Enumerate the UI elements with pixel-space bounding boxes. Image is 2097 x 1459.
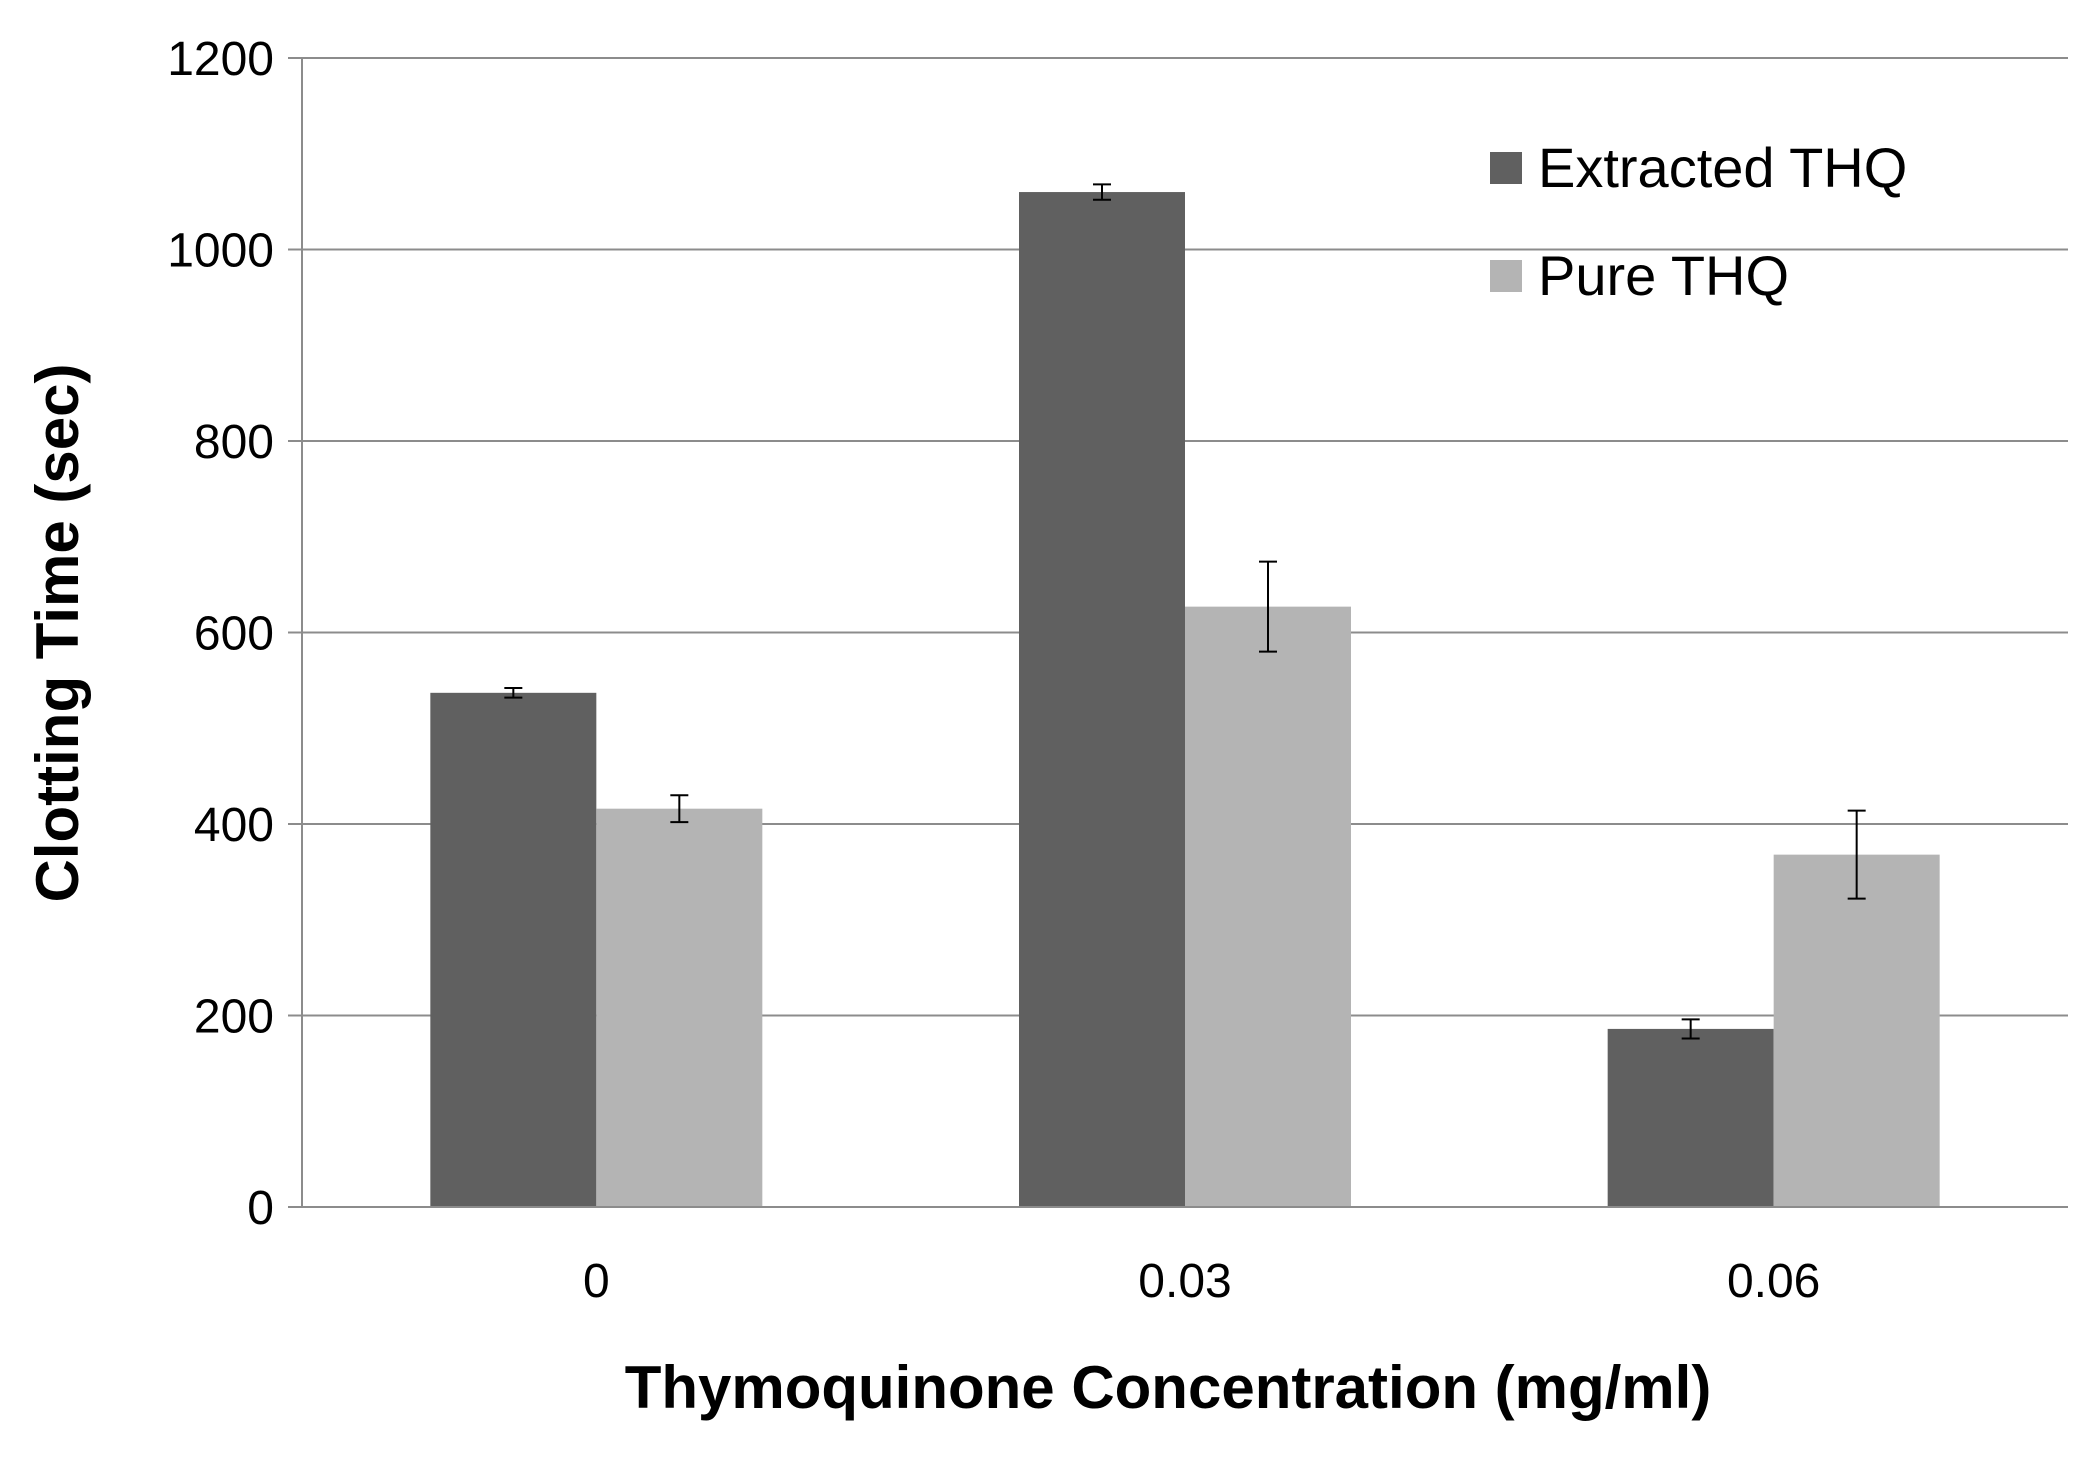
error-bar <box>504 687 523 699</box>
error-bar <box>1847 809 1866 900</box>
y-axis-title: Clotting Time (sec) <box>24 364 91 903</box>
y-tick-label: 600 <box>194 608 274 661</box>
legend-swatch <box>1490 260 1522 292</box>
bar-extracted-thq-1 <box>1019 192 1185 1208</box>
bar-extracted-thq-0 <box>430 692 597 1207</box>
x-tick-label: 0.06 <box>1727 1255 1820 1308</box>
x-tick-label: 0 <box>583 1255 610 1308</box>
error-bar <box>670 794 689 824</box>
y-tick-labels: 0 200 400 600 800 1000 1200 <box>167 33 274 1235</box>
legend-label: Extracted THQ <box>1538 136 1907 199</box>
x-axis-title: Thymoquinone Concentration (mg/ml) <box>625 1354 1712 1421</box>
legend-label: Pure THQ <box>1538 244 1789 307</box>
y-tick-label: 0 <box>247 1182 274 1235</box>
bars <box>430 192 1940 1208</box>
error-bar <box>1681 1018 1700 1040</box>
axes <box>288 57 2068 1208</box>
error-bar <box>1259 560 1277 653</box>
x-tick-label: 0.03 <box>1138 1255 1231 1308</box>
error-bars <box>504 183 1866 1040</box>
bar-extracted-thq-2 <box>1607 1028 1774 1207</box>
y-tick-label: 400 <box>194 799 274 852</box>
y-tick-label: 1200 <box>167 33 274 86</box>
error-bar <box>1093 183 1111 201</box>
bar-pure-thq-2 <box>1773 854 1940 1207</box>
y-tick-label: 200 <box>194 991 274 1044</box>
legend-swatch <box>1490 152 1522 184</box>
y-tick-label: 800 <box>194 416 274 469</box>
y-tick-label: 1000 <box>167 225 274 278</box>
bar-pure-thq-0 <box>596 808 763 1207</box>
x-tick-labels: 0 0.03 0.06 <box>583 1255 1820 1308</box>
bar-pure-thq-1 <box>1185 606 1351 1207</box>
legend: Extracted THQ Pure THQ <box>1490 136 1907 307</box>
